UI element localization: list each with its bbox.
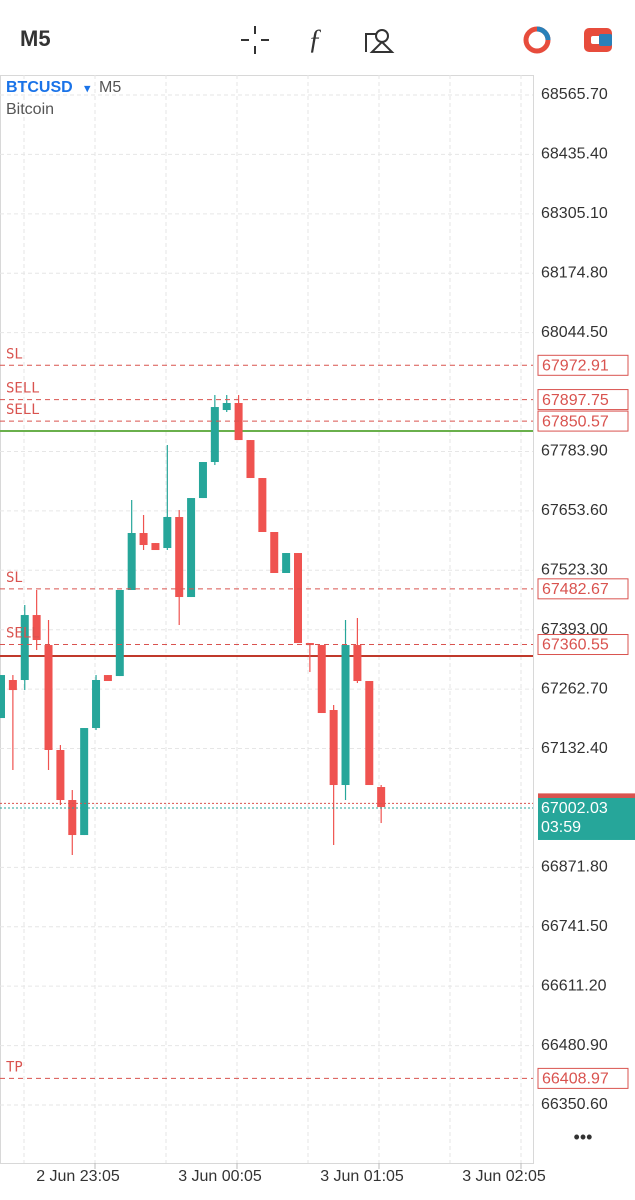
y-tick-label: 68435.40 bbox=[541, 146, 608, 163]
ask-box bbox=[538, 797, 635, 840]
crosshair-icon[interactable] bbox=[241, 26, 269, 54]
y-tick-label: 67783.90 bbox=[541, 443, 608, 460]
candle-body bbox=[353, 645, 362, 682]
candle-body bbox=[377, 787, 386, 808]
y-tick-label: 67523.30 bbox=[541, 562, 608, 579]
y-tick-label: 67393.00 bbox=[541, 621, 608, 638]
candle-body bbox=[282, 553, 291, 573]
candle-body bbox=[175, 517, 184, 598]
candle-body bbox=[8, 680, 17, 691]
level-price-box bbox=[537, 634, 629, 656]
timeframe-button[interactable]: M5 bbox=[20, 26, 51, 51]
symbol-ticker[interactable]: BTCUSD bbox=[6, 79, 73, 96]
candle-body bbox=[222, 403, 231, 411]
candle-body bbox=[32, 615, 41, 641]
x-tick-label: 3 Jun 01:05 bbox=[320, 1168, 404, 1185]
candle-body bbox=[115, 590, 124, 677]
symbol-arrow[interactable]: ▾ bbox=[84, 80, 91, 95]
level-tag: SELL bbox=[6, 381, 40, 397]
y-tick-label: 68565.70 bbox=[541, 86, 608, 103]
candle-body bbox=[163, 517, 172, 549]
candle-body bbox=[92, 680, 101, 729]
account-icon[interactable] bbox=[584, 28, 612, 52]
objects-icon[interactable] bbox=[365, 29, 395, 53]
ask-price: 67002.03 bbox=[541, 800, 608, 817]
symbol-name: Bitcoin bbox=[6, 101, 54, 118]
y-tick-label: 66741.50 bbox=[541, 918, 608, 935]
level-price: 67482.67 bbox=[542, 581, 609, 598]
level-price-box bbox=[537, 389, 629, 411]
y-tick-label: 66871.80 bbox=[541, 859, 608, 876]
indicators-icon[interactable]: ƒ bbox=[308, 24, 322, 55]
candle-body bbox=[80, 728, 89, 836]
x-tick-label: 3 Jun 02:05 bbox=[462, 1168, 546, 1185]
level-price: 67360.55 bbox=[542, 637, 609, 654]
y-tick-label: 67653.60 bbox=[541, 502, 608, 519]
x-tick-label: 3 Jun 00:05 bbox=[178, 1168, 262, 1185]
toolbar bbox=[0, 0, 635, 75]
bar-countdown: 03:59 bbox=[541, 819, 581, 836]
y-tick-label: 66611.20 bbox=[541, 977, 607, 994]
candle-body bbox=[365, 681, 374, 786]
level-price-box bbox=[537, 1067, 629, 1089]
level-price-box bbox=[537, 410, 629, 432]
candle-body bbox=[68, 800, 77, 836]
level-tag: SL bbox=[6, 570, 23, 586]
more-menu[interactable]: ••• bbox=[574, 1127, 593, 1147]
symbol-timeframe: M5 bbox=[99, 79, 121, 96]
candle-body bbox=[210, 407, 219, 463]
y-tick-label: 68044.50 bbox=[541, 324, 608, 341]
y-tick-label: 68305.10 bbox=[541, 205, 608, 222]
y-tick-label: 66350.60 bbox=[541, 1096, 608, 1113]
x-tick-label: 2 Jun 23:05 bbox=[36, 1168, 120, 1185]
level-price: 67972.91 bbox=[542, 358, 609, 375]
candle-body bbox=[258, 478, 267, 533]
level-price-box bbox=[537, 354, 629, 376]
level-price: 66408.97 bbox=[542, 1071, 609, 1088]
level-price: 67897.75 bbox=[542, 392, 609, 409]
plot-frame bbox=[0, 75, 534, 1164]
candle-body bbox=[270, 532, 279, 573]
level-tag: SELL bbox=[6, 402, 40, 418]
y-tick-label: 67262.70 bbox=[541, 680, 608, 697]
candle-body bbox=[187, 498, 196, 598]
level-tag: SL bbox=[6, 346, 23, 362]
candle-body bbox=[0, 675, 5, 719]
candle-body bbox=[317, 645, 326, 714]
level-price-box bbox=[537, 578, 629, 600]
y-tick-label: 68174.80 bbox=[541, 264, 608, 281]
candle-body bbox=[127, 533, 136, 591]
candle-body bbox=[56, 749, 65, 801]
candle-body bbox=[329, 710, 338, 786]
y-tick-label: 67132.40 bbox=[541, 740, 608, 757]
level-price: 67850.57 bbox=[542, 413, 609, 430]
level-tag: TP bbox=[6, 1059, 23, 1075]
candle-body bbox=[198, 462, 207, 499]
candle-body bbox=[294, 553, 302, 644]
candle-body bbox=[341, 645, 350, 786]
candle-body bbox=[246, 440, 255, 479]
candle-body bbox=[151, 543, 160, 551]
level-tag: SELL bbox=[6, 626, 40, 642]
trade-icon[interactable] bbox=[523, 26, 551, 54]
candle-body bbox=[103, 675, 112, 682]
candle-body bbox=[20, 615, 29, 681]
y-tick-label: 66480.90 bbox=[541, 1037, 608, 1054]
candle-body bbox=[44, 645, 53, 750]
candle-body bbox=[139, 533, 148, 545]
